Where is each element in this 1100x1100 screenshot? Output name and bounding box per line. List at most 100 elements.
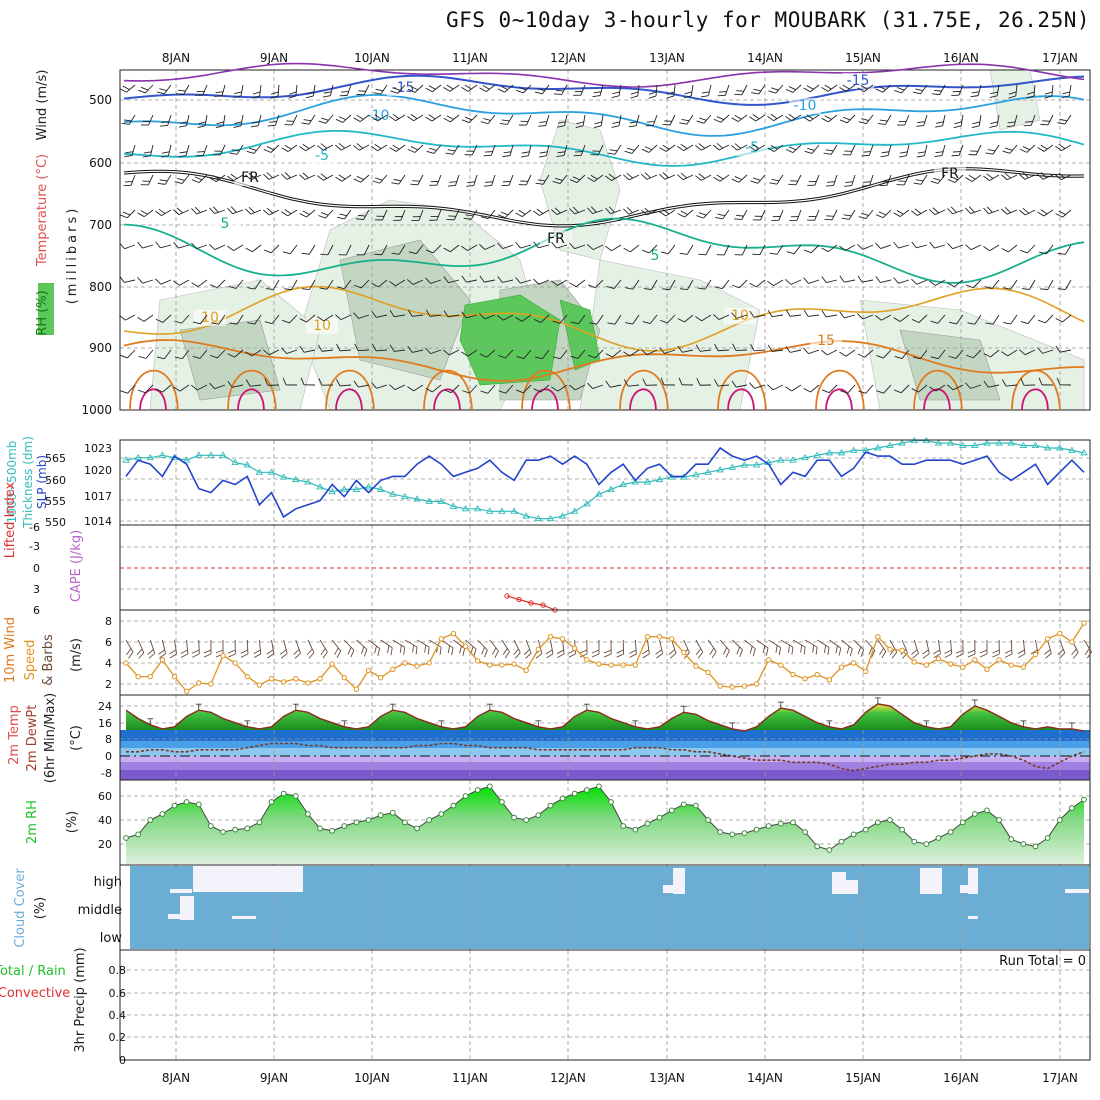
wind-barb (641, 172, 658, 180)
barb-feather (666, 95, 675, 99)
wind10-speed-point (863, 668, 869, 675)
upper-ylabel-rh-part: RH (%) (35, 290, 50, 335)
barb-staff (826, 279, 838, 284)
barb-staff (562, 639, 565, 654)
barb-feather (227, 245, 234, 252)
barb-staff (816, 639, 830, 648)
barb-feather (754, 215, 763, 217)
barb-feather (322, 95, 331, 98)
rh2m-point (268, 799, 275, 805)
barb-feather (1001, 247, 1009, 253)
pressure-tick-label: 800 (89, 280, 112, 294)
barb-feather (282, 377, 287, 386)
barb-feather (305, 95, 314, 99)
barb-feather (245, 208, 252, 215)
wind-barb (371, 114, 388, 122)
barb-feather (588, 354, 596, 359)
barb-feather (126, 648, 132, 656)
wind-barb (662, 114, 676, 126)
barb-feather (827, 181, 835, 183)
barb-feather (930, 180, 939, 184)
barb-staff (1009, 144, 1018, 154)
cape-panel-frame (119, 524, 1091, 611)
wind10-speed-point (450, 630, 457, 637)
barb-staff (975, 144, 982, 156)
barb-feather (660, 319, 668, 324)
barb-feather (898, 180, 906, 182)
thickness-point (291, 475, 300, 483)
barb-feather (1055, 145, 1062, 152)
barb-feather (227, 380, 233, 388)
barb-feather (803, 309, 809, 317)
contour-label: -10 (794, 98, 817, 114)
barb-staff (686, 114, 694, 125)
barb-feather (775, 645, 778, 653)
wind-barb (605, 380, 622, 388)
barb-staff (326, 279, 334, 290)
lifted-index-point (516, 596, 522, 603)
barb-staff (273, 279, 280, 290)
barb-feather (734, 218, 742, 221)
wind-barb (875, 314, 892, 321)
barb-staff (701, 314, 712, 322)
wind-barb (534, 349, 550, 360)
barb-feather (480, 216, 489, 220)
barb-staff (418, 209, 424, 221)
barb-feather (713, 118, 722, 123)
wind-barb (569, 384, 586, 391)
barb-staff (1047, 639, 1052, 654)
wind-barb (247, 314, 262, 325)
barb-feather (623, 351, 631, 357)
barb-feather (302, 210, 310, 215)
rh2m-point (559, 795, 566, 802)
wind-barb (191, 174, 208, 184)
rh2m-point (292, 793, 299, 799)
barb-feather (374, 645, 377, 654)
barb-feather (979, 653, 988, 658)
barb-feather (970, 150, 978, 152)
barb-staff (939, 84, 946, 95)
wind-barb (173, 241, 190, 249)
barb-feather (930, 356, 939, 360)
barb-feather (480, 390, 488, 394)
thickness-point (231, 458, 239, 466)
barb-feather (1038, 251, 1047, 255)
barb-feather (932, 207, 939, 214)
barb-feather (551, 386, 559, 392)
cape-ylabel-cape: CAPE (J/kg) (69, 530, 84, 602)
barb-feather (374, 219, 383, 221)
barb-feather (1040, 172, 1047, 179)
barb-feather (518, 184, 527, 186)
wind10-barb (392, 639, 406, 655)
barb-feather (251, 121, 260, 124)
wind10-speed-point (1069, 639, 1075, 645)
barb-feather (626, 172, 633, 179)
barb-staff (655, 84, 658, 96)
wind-barb (713, 174, 730, 182)
barb-staff (491, 174, 496, 186)
barb-feather (247, 287, 255, 290)
wind10-speed-point (668, 636, 675, 642)
barb-feather (520, 120, 529, 122)
barb-feather (731, 312, 737, 319)
barb-staff (862, 244, 874, 250)
barb-feather (389, 147, 397, 152)
barb-feather (554, 207, 561, 214)
barb-feather (843, 214, 852, 217)
wind-barb (642, 314, 658, 325)
barb-feather (592, 95, 601, 98)
wind-barb (390, 84, 406, 94)
barb-staff (252, 244, 262, 253)
barb-feather (533, 388, 541, 393)
barb-feather (335, 314, 342, 320)
barb-feather (785, 346, 791, 353)
wind10-speed-point (584, 657, 590, 663)
barb-staff (346, 84, 352, 96)
rh2m-point (244, 825, 251, 832)
rh2m-ylabel-2: (%) (65, 811, 80, 834)
barb-feather (429, 184, 437, 186)
barb-feather (697, 651, 704, 659)
wind-barb (785, 84, 802, 93)
wind-barb (1003, 279, 1018, 290)
wind10-speed-point (632, 662, 639, 668)
